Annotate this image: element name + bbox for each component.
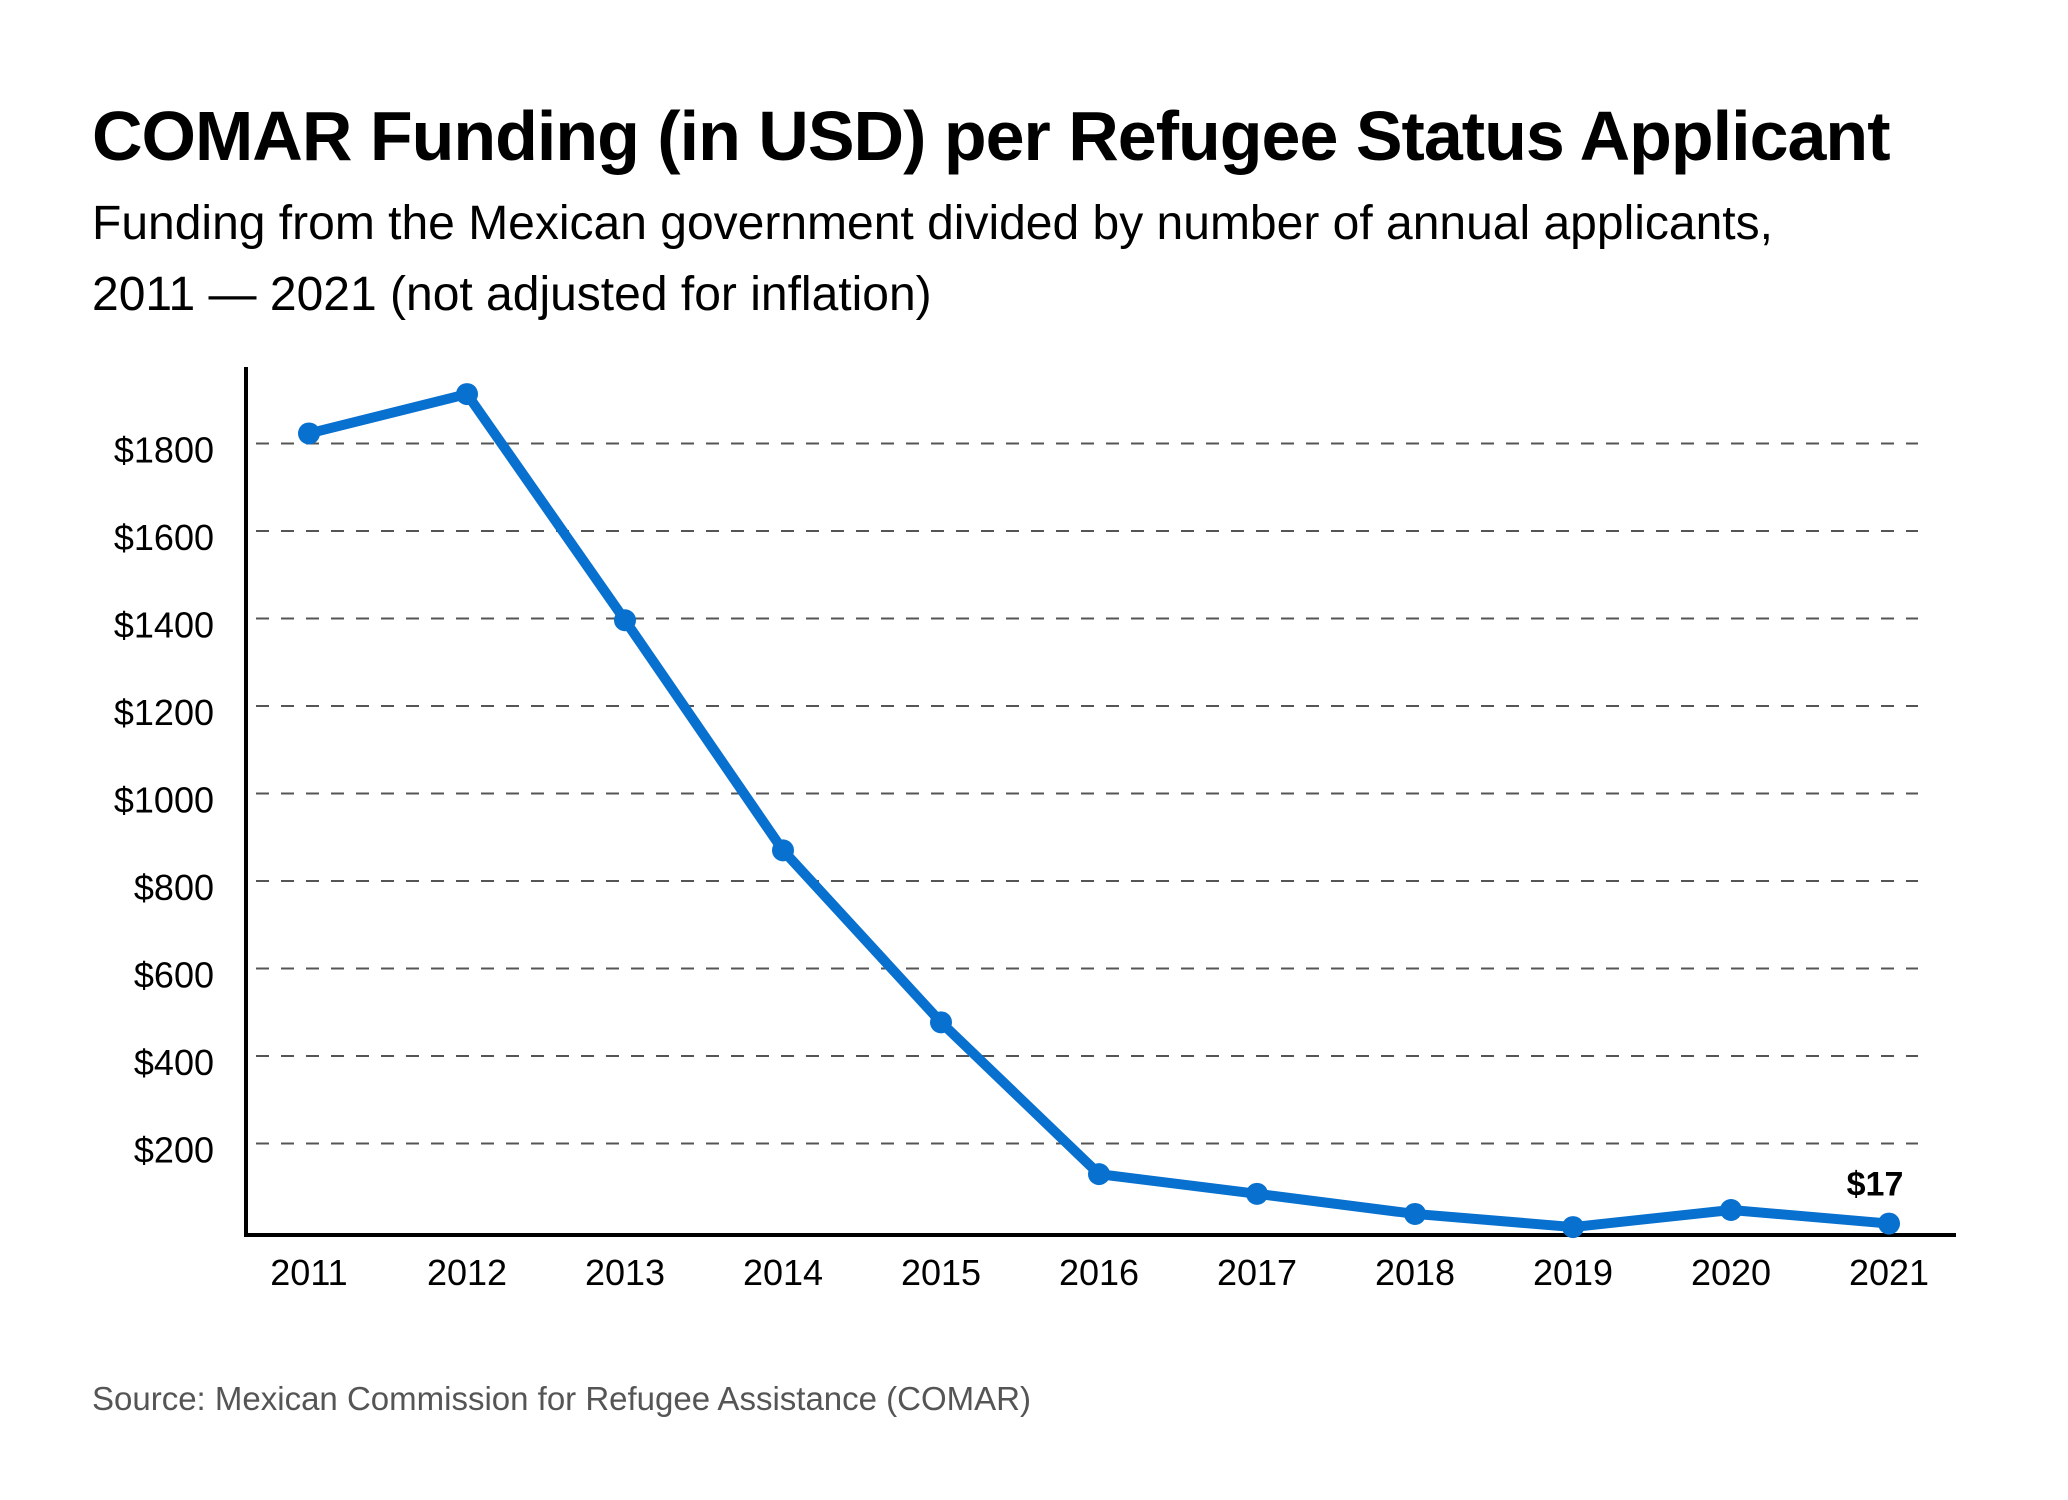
y-tick-label: $1400 (114, 605, 214, 646)
y-axis-tick-labels: $200 $400 $600 $800 $1000 $1200 $1400 $1600 $180… (114, 430, 214, 1171)
x-tick-label: 2017 (1217, 1252, 1297, 1293)
x-tick-label: 2015 (901, 1252, 981, 1293)
x-tick-label: 2012 (427, 1252, 507, 1293)
x-tick-label: 2014 (743, 1252, 823, 1293)
data-point-2013 (614, 609, 636, 632)
y-tick-label: $1800 (114, 430, 214, 471)
data-point-2019 (1562, 1216, 1584, 1239)
data-point-2012 (456, 383, 478, 406)
data-point-2021 (1878, 1212, 1900, 1235)
data-point-2017 (1246, 1182, 1268, 1205)
data-label-2021: $17 (1847, 1166, 1904, 1204)
data-point-2020 (1720, 1199, 1742, 1221)
chart-subtitle: Funding from the Mexican government divi… (92, 188, 1773, 330)
chart-subtitle-line-2: 2011 — 2021 (not adjusted for inflation) (92, 268, 932, 321)
source-note: Source: Mexican Commission for Refugee A… (92, 1380, 1031, 1417)
x-axis-tick-labels: 2011 2012 2013 2014 2015 2016 2017 2018 2019 2020… (270, 1252, 1929, 1293)
y-tick-label: $800 (134, 867, 214, 908)
y-tick-label: $400 (134, 1042, 214, 1083)
y-tick-label: $200 (134, 1130, 214, 1171)
x-tick-label: 2018 (1375, 1252, 1455, 1293)
x-tick-label: 2011 (270, 1252, 347, 1293)
y-tick-label: $1200 (114, 692, 214, 733)
x-tick-label: 2020 (1691, 1252, 1771, 1293)
x-tick-label: 2013 (585, 1252, 665, 1293)
data-point-2018 (1404, 1202, 1426, 1225)
series-line-group (298, 383, 1900, 1239)
series-line (304, 389, 1894, 1233)
y-tick-label: $1600 (114, 517, 214, 558)
data-point-2015 (930, 1011, 952, 1034)
y-tick-label: $600 (134, 955, 214, 996)
y-tick-label: $1000 (114, 780, 214, 821)
x-tick-label: 2019 (1533, 1252, 1613, 1293)
x-tick-label: 2016 (1059, 1252, 1139, 1293)
chart-title: COMAR Funding (in USD) per Refugee Statu… (92, 97, 1891, 175)
x-tick-label: 2021 (1849, 1252, 1929, 1293)
data-point-2011 (298, 422, 320, 445)
gridlines (256, 442, 1918, 1145)
annotations: $17 (1847, 1166, 1904, 1204)
data-point-2014 (772, 839, 794, 862)
chart-subtitle-line-1: Funding from the Mexican government divi… (92, 197, 1773, 250)
data-point-2016 (1088, 1163, 1110, 1186)
